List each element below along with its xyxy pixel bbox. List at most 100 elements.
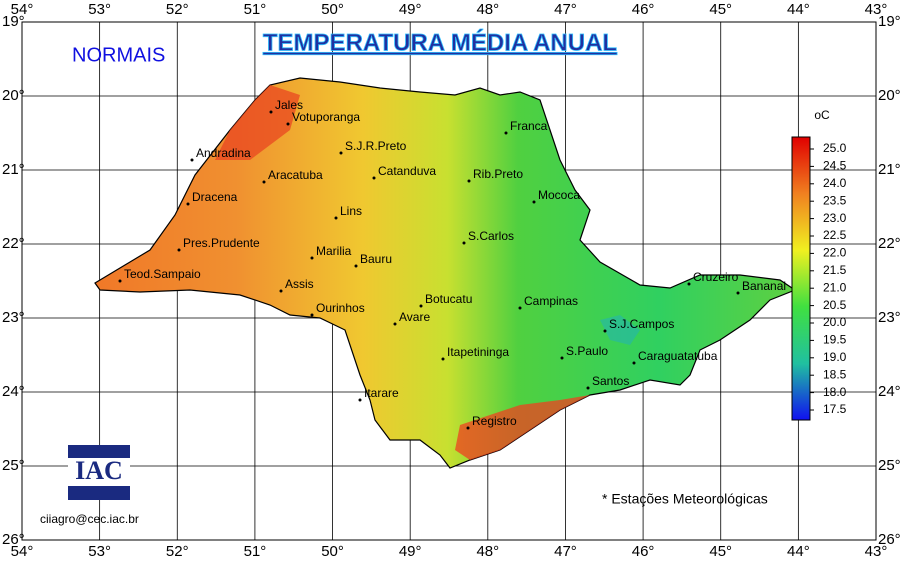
latitude-label: 20° xyxy=(2,87,25,104)
latitude-label: 23° xyxy=(2,309,25,326)
warm-northwest xyxy=(215,85,300,160)
longitude-label: 51° xyxy=(244,1,267,18)
colorbar-label: 23.5 xyxy=(823,193,847,207)
city-label: Marilia xyxy=(316,244,352,258)
cool-serra xyxy=(600,315,640,345)
city-label: Andradina xyxy=(196,146,251,160)
subtitle: NORMAIS xyxy=(72,44,165,66)
colorbar-label: 21.5 xyxy=(823,263,847,277)
longitude-label: 45° xyxy=(709,543,732,560)
longitude-label: 50° xyxy=(321,543,344,560)
latitude-label: 24° xyxy=(2,383,25,400)
station-marker xyxy=(310,256,314,260)
station-marker xyxy=(286,122,290,126)
latitude-label: 26° xyxy=(2,531,25,548)
colorbar-label: 24.0 xyxy=(823,176,847,190)
state-area xyxy=(94,77,797,469)
colorbar-label: 18.0 xyxy=(823,385,847,399)
latitude-label: 21° xyxy=(878,161,900,178)
longitude-label: 46° xyxy=(632,543,655,560)
station-marker xyxy=(177,248,181,252)
longitude-label: 49° xyxy=(399,543,422,560)
longitude-label: 50° xyxy=(321,1,344,18)
longitude-label: 43° xyxy=(865,1,888,18)
station-marker xyxy=(632,361,636,365)
city-label: Bauru xyxy=(360,252,392,266)
city-label: S.Paulo xyxy=(566,344,608,358)
station-marker xyxy=(279,289,283,293)
city-label: Pres.Prudente xyxy=(183,236,260,250)
city-label: Assis xyxy=(285,277,314,291)
station-marker xyxy=(504,131,508,135)
latitude-label: 19° xyxy=(878,13,900,30)
station-marker xyxy=(441,357,445,361)
longitude-label: 47° xyxy=(554,1,577,18)
station-marker xyxy=(358,398,362,402)
station-marker xyxy=(586,386,590,390)
longitude-label: 52° xyxy=(166,1,189,18)
city-label: Itarare xyxy=(364,386,399,400)
longitude-label: 54° xyxy=(11,1,34,18)
latitude-label: 23° xyxy=(878,309,900,326)
latitude-label: 19° xyxy=(2,13,25,30)
city-label: Jales xyxy=(275,98,303,112)
longitude-label: 44° xyxy=(787,543,810,560)
city-label: Catanduva xyxy=(378,164,436,178)
station-note: * Estações Meteorológicas xyxy=(602,491,768,507)
station-marker xyxy=(467,179,471,183)
station-marker xyxy=(354,264,358,268)
station-marker xyxy=(372,176,376,180)
colorbar-label: 24.5 xyxy=(823,159,847,173)
colorbar-label: 18.5 xyxy=(823,367,847,381)
station-marker xyxy=(687,282,691,286)
latitude-label: 26° xyxy=(878,531,900,548)
longitude-label: 46° xyxy=(632,1,655,18)
longitude-label: 47° xyxy=(554,543,577,560)
colorbar xyxy=(791,136,811,421)
city-label: Campinas xyxy=(524,294,578,308)
city-label: Dracena xyxy=(192,190,238,204)
longitude-label: 52° xyxy=(166,543,189,560)
station-marker xyxy=(462,241,466,245)
city-label: S.J.Campos xyxy=(609,317,674,331)
colorbar-label: 22.0 xyxy=(823,246,847,260)
map-title: TEMPERATURA MÉDIA ANUAL xyxy=(263,28,617,56)
longitude-label: 44° xyxy=(787,1,810,18)
station-marker xyxy=(518,306,522,310)
city-label: Itapetininga xyxy=(447,345,509,359)
latitude-label: 25° xyxy=(2,457,25,474)
city-label: Aracatuba xyxy=(268,168,323,182)
longitude-label: 54° xyxy=(11,543,34,560)
colorbar-label: 25.0 xyxy=(823,141,847,155)
longitude-label: 48° xyxy=(476,543,499,560)
city-label: Santos xyxy=(592,374,629,388)
city-label: Avare xyxy=(399,310,430,324)
colorbar-label: 23.0 xyxy=(823,211,847,225)
longitude-label: 48° xyxy=(476,1,499,18)
city-label: Ourinhos xyxy=(316,301,365,315)
station-marker xyxy=(186,202,190,206)
station-marker xyxy=(339,151,343,155)
city-label: S.J.R.Preto xyxy=(345,139,407,153)
station-marker xyxy=(466,426,470,430)
city-label: Teod.Sampaio xyxy=(124,267,201,281)
longitude-label: 45° xyxy=(709,1,732,18)
station-marker xyxy=(419,304,423,308)
city-label: Votuporanga xyxy=(292,110,360,124)
logo: IAC xyxy=(68,445,130,500)
longitude-label: 53° xyxy=(88,543,111,560)
latitude-label: 20° xyxy=(878,87,900,104)
legend-unit: oC xyxy=(814,108,830,122)
latitude-label: 21° xyxy=(2,161,25,178)
city-label: Mococa xyxy=(538,188,580,202)
colorbar-label: 19.0 xyxy=(823,350,847,364)
station-marker xyxy=(118,279,122,283)
colorbar-label: 20.0 xyxy=(823,315,847,329)
colorbar-label: 22.5 xyxy=(823,228,847,242)
latitude-label: 22° xyxy=(2,235,25,252)
station-marker xyxy=(560,356,564,360)
station-marker xyxy=(190,158,194,162)
city-label: Franca xyxy=(510,119,548,133)
colorbar-label: 19.5 xyxy=(823,333,847,347)
